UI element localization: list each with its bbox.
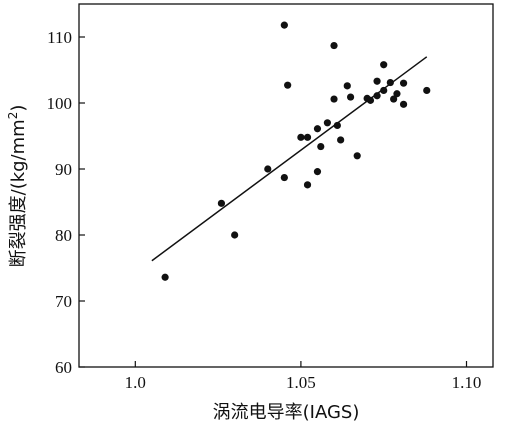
y-axis-ticks: 60 70 80 90 100 110 xyxy=(47,28,85,377)
data-point xyxy=(284,81,292,89)
data-point xyxy=(333,121,341,130)
data-point xyxy=(386,78,394,87)
data-point xyxy=(217,199,226,207)
data-point xyxy=(373,77,381,85)
y-axis-title-superscript: 2 xyxy=(6,112,20,120)
data-point xyxy=(380,61,388,69)
data-point xyxy=(337,136,345,144)
data-point xyxy=(423,86,431,95)
data-point xyxy=(330,41,338,50)
data-point xyxy=(343,82,351,90)
data-point xyxy=(393,90,401,98)
data-point xyxy=(380,86,388,95)
plot-frame xyxy=(78,3,494,368)
y-tick-label: 80 xyxy=(55,226,72,245)
x-axis-ticks: 1.0 1.05 1.10 xyxy=(125,361,482,392)
x-tick-label: 1.10 xyxy=(452,373,482,392)
data-point xyxy=(366,96,375,104)
data-point xyxy=(313,168,322,176)
data-point xyxy=(330,95,338,103)
data-point xyxy=(313,125,322,133)
data-point xyxy=(317,142,325,151)
x-tick-label: 1.05 xyxy=(286,373,316,392)
y-axis-title-main: 断裂强度/(kg/mm xyxy=(8,119,29,267)
y-axis-title: 断裂强度/(kg/mm2) xyxy=(6,105,29,268)
x-axis-title: 涡流电导率(IAGS) xyxy=(213,402,360,423)
y-axis-title-end: ) xyxy=(8,105,29,112)
data-point xyxy=(231,231,239,239)
y-tick-label: 110 xyxy=(47,28,72,47)
data-point xyxy=(303,181,312,189)
data-point xyxy=(323,119,331,127)
data-point xyxy=(353,152,361,160)
y-tick-label: 90 xyxy=(55,160,72,179)
data-point xyxy=(373,92,381,100)
data-point xyxy=(303,133,312,141)
x-tick-label: 1.0 xyxy=(125,373,146,392)
data-point xyxy=(390,95,398,103)
data-point xyxy=(280,21,288,29)
data-points xyxy=(161,21,431,281)
y-tick-label: 70 xyxy=(55,292,72,311)
data-point xyxy=(346,93,355,101)
y-tick-label: 100 xyxy=(47,94,73,113)
data-point xyxy=(399,100,408,108)
data-point xyxy=(161,273,169,281)
data-point xyxy=(264,165,272,173)
y-tick-label: 60 xyxy=(55,358,72,377)
data-point xyxy=(399,79,408,87)
data-point xyxy=(280,173,288,182)
data-point xyxy=(297,133,305,141)
